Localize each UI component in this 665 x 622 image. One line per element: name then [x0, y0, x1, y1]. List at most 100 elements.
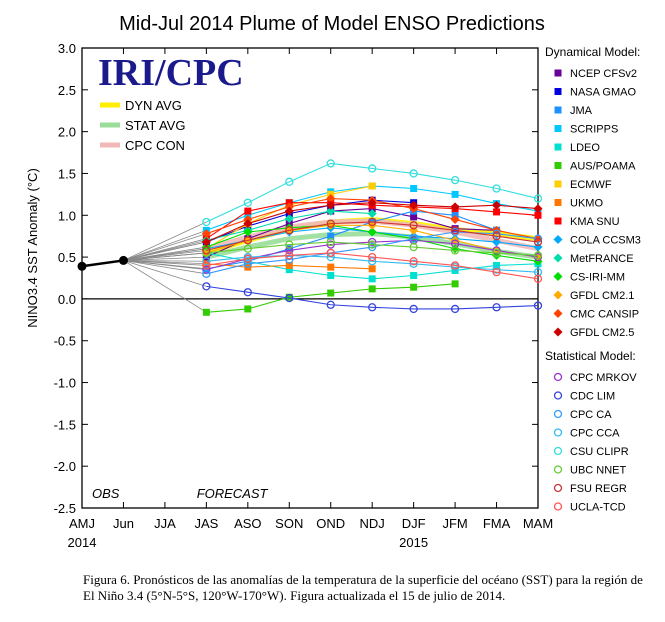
legend-label: UKMO	[570, 198, 603, 210]
legend-label: UCLA-TCD	[570, 502, 626, 514]
model-point	[409, 221, 418, 230]
model-point	[410, 213, 418, 221]
legend-marker	[553, 253, 563, 263]
plume-connector	[123, 250, 207, 261]
model-point	[285, 293, 294, 303]
plume-connector	[123, 233, 207, 261]
model-point	[492, 248, 501, 258]
model-point	[285, 246, 294, 255]
model-point	[409, 200, 419, 210]
y-axis-label: NINO3.4 SST Anomaly (°C)	[25, 168, 40, 328]
model-point	[493, 261, 501, 269]
model-point	[243, 198, 252, 207]
model-point	[202, 260, 210, 268]
observed-point	[118, 255, 128, 265]
model-line	[206, 199, 414, 243]
model-point	[533, 237, 543, 247]
observed-line	[81, 259, 124, 268]
legend-marker	[553, 409, 563, 419]
legend-marker	[553, 272, 563, 281]
model-point	[450, 304, 460, 314]
x-tick-label: AMJ	[69, 516, 95, 531]
x-tick-label: FMA	[483, 516, 511, 531]
model-point	[285, 251, 294, 260]
model-point	[327, 263, 335, 271]
legend-label: AUS/POAMA	[570, 161, 636, 173]
model-point	[285, 226, 294, 235]
x-tick-label: NDJ	[360, 516, 385, 531]
legend-label: CPC CA	[570, 409, 612, 421]
model-point	[202, 265, 211, 274]
legend-label: SCRIPPS	[570, 124, 618, 136]
legend-label: GFDL CM2.1	[570, 290, 634, 302]
legend-marker	[553, 235, 563, 244]
x-tick-label: ASO	[234, 516, 261, 531]
observed-point	[77, 261, 87, 271]
model-point	[285, 240, 294, 249]
x-tick-label: MAM	[523, 516, 553, 531]
model-point	[243, 236, 252, 245]
legend-marker	[553, 372, 563, 382]
model-point	[533, 251, 543, 260]
model-point	[492, 184, 501, 193]
model-point	[409, 259, 418, 268]
model-point	[202, 282, 211, 291]
model-point	[492, 232, 501, 241]
model-point	[202, 217, 211, 227]
model-point	[285, 293, 293, 301]
model-point	[326, 300, 335, 309]
legend-label: CPC MRKOV	[570, 372, 637, 384]
model-point	[326, 252, 335, 262]
y-tick-label: -1.5	[54, 417, 76, 432]
plume-connector	[123, 260, 207, 262]
model-point	[202, 269, 211, 278]
statistical-legend-header: Statistical Model:	[545, 349, 636, 363]
model-point	[201, 237, 211, 247]
x-tick-label: SON	[275, 516, 303, 531]
model-line	[206, 254, 539, 273]
legend-marker	[554, 180, 562, 188]
legend-marker	[554, 88, 562, 95]
legend-marker	[553, 483, 563, 493]
legend-label: CS-IRI-MM	[570, 272, 625, 284]
legend-label: UBC NNET	[570, 465, 627, 477]
legend-marker	[553, 465, 563, 474]
model-point	[202, 261, 211, 270]
model-point	[285, 266, 293, 274]
year-label: 2015	[399, 535, 428, 550]
legend-marker	[553, 502, 563, 511]
legend-marker	[553, 428, 563, 437]
forecast-label: FORECAST	[197, 486, 269, 501]
model-point	[243, 288, 252, 297]
plot-frame	[81, 47, 539, 509]
x-tick-label: Jun	[113, 516, 134, 531]
model-point	[533, 234, 543, 243]
model-point	[368, 303, 377, 312]
model-line	[206, 241, 539, 256]
model-point	[493, 208, 501, 216]
legend-marker	[553, 290, 563, 300]
model-point	[244, 305, 252, 313]
legend-label: LDEO	[570, 142, 600, 154]
legend-marker	[554, 69, 562, 77]
model-point	[368, 275, 376, 283]
y-tick-label: 2.5	[58, 83, 76, 98]
legend-marker	[553, 446, 563, 456]
model-point	[533, 274, 543, 283]
figure-caption: Figura 6. Pronósticos de las anomalías d…	[83, 572, 643, 603]
plume-connector	[123, 229, 207, 261]
model-point	[368, 242, 377, 252]
y-tick-label: -1.0	[54, 376, 76, 391]
model-point	[367, 198, 377, 208]
legend-marker	[554, 125, 562, 132]
model-point	[202, 248, 211, 258]
model-point	[243, 254, 252, 263]
model-point	[201, 229, 211, 239]
model-point	[409, 234, 418, 243]
legend-label: JMA	[570, 105, 593, 117]
plume-connector	[123, 256, 207, 261]
legend-label: MetFRANCE	[570, 253, 634, 265]
y-tick-label: 2.0	[58, 125, 76, 140]
model-point	[492, 229, 501, 238]
